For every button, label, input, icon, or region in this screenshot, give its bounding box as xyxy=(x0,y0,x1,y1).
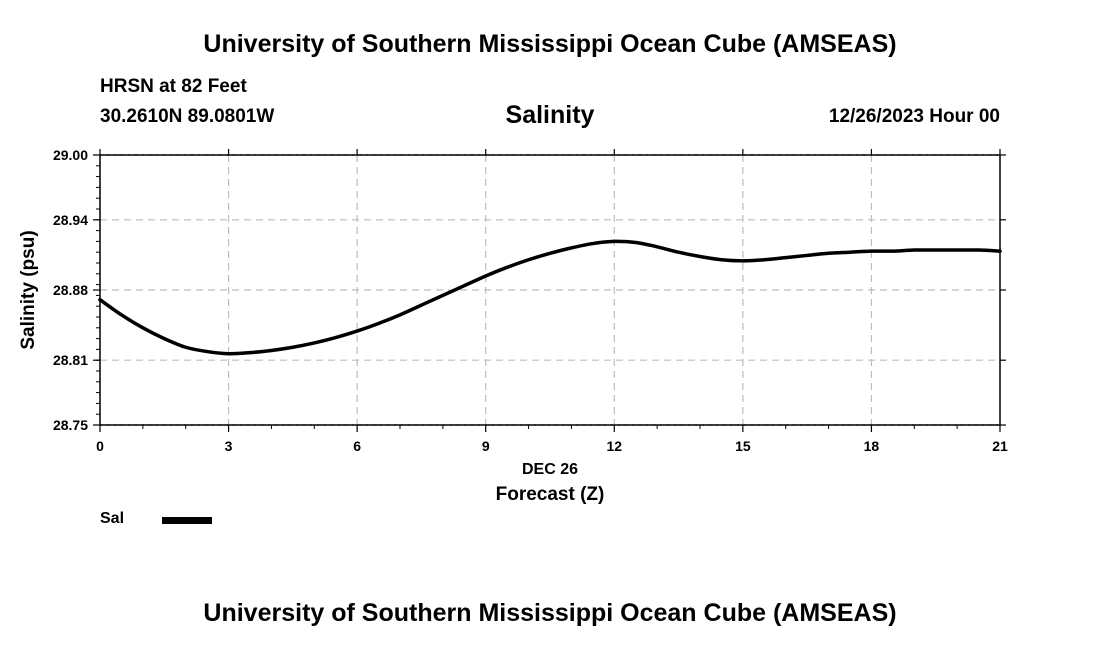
chart-title: University of Southern Mississippi Ocean… xyxy=(203,30,897,58)
series-line-sal xyxy=(98,239,1002,356)
x-tick-label: 18 xyxy=(864,438,880,454)
x-tick-label: 21 xyxy=(992,438,1008,454)
legend-label: Sal xyxy=(100,510,125,527)
x-axis-label: Forecast (Z) xyxy=(496,484,605,505)
grid xyxy=(100,154,1000,426)
forecast-datetime: 12/26/2023 Hour 00 xyxy=(828,106,1000,127)
y-tick-label: 28.75 xyxy=(53,417,88,433)
y-tick-label: 29.00 xyxy=(53,147,88,163)
station-label: HRSN at 82 Feet xyxy=(100,76,247,97)
y-tick-label: 28.81 xyxy=(53,352,88,368)
x-tick-label: 15 xyxy=(735,438,751,454)
station-coordinates: 30.2610N 89.0801W xyxy=(100,106,275,127)
chart-subtitle: Salinity xyxy=(505,101,595,129)
x-tick-label: 6 xyxy=(353,438,361,454)
axis-ticks xyxy=(93,149,1006,432)
x-tick-label: 12 xyxy=(606,438,622,454)
y-axis-label: Salinity (psu) xyxy=(18,230,39,349)
x-tick-label: 9 xyxy=(482,438,490,454)
y-tick-label: 28.94 xyxy=(53,212,88,228)
y-tick-label: 28.88 xyxy=(53,282,88,298)
axis-labels: 0 3 6 9 12 15 18 21 28.75 28.81 28.88 28.94 29.00 xyxy=(53,147,1008,454)
x-tick-label: 3 xyxy=(225,438,233,454)
legend-swatch xyxy=(162,517,212,524)
footer-title: University of Southern Mississippi Ocean… xyxy=(203,599,897,627)
x-tick-label: 0 xyxy=(96,438,104,454)
x-axis-date-label: DEC 26 xyxy=(522,461,578,478)
